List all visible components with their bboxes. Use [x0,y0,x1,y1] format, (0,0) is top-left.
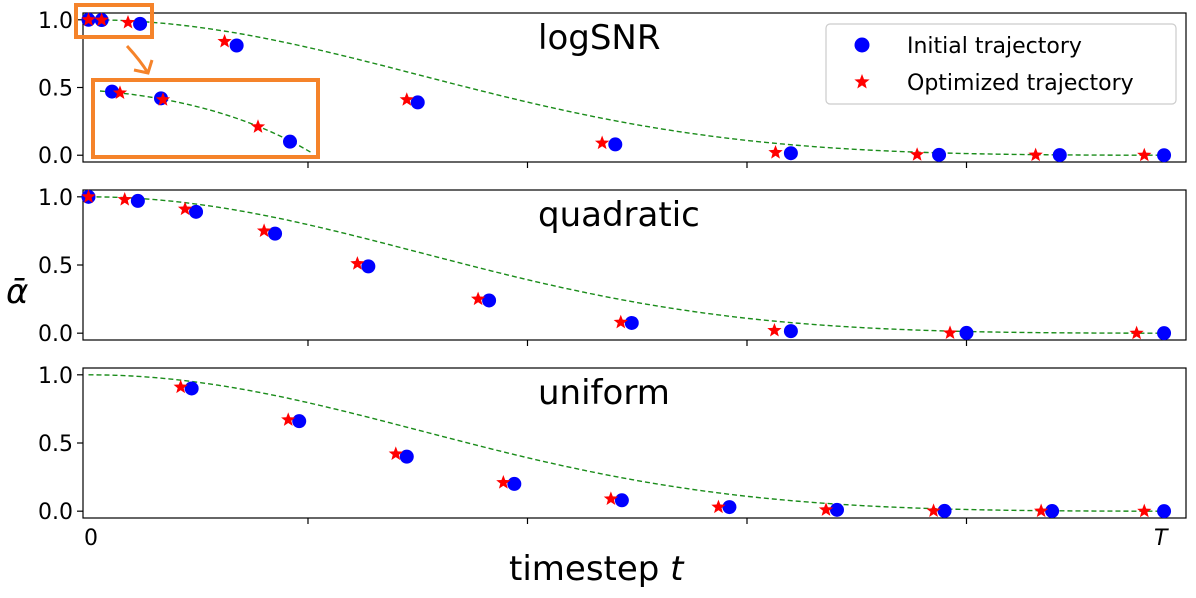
x-axis-label-var: t [670,549,685,589]
initial-point [292,414,307,429]
optimized-point [613,314,628,329]
x-axis-label-text: timestep [509,549,670,589]
initial-point [829,502,844,517]
initial-point [614,493,629,508]
initial-point [189,204,204,219]
optimized-point [117,192,132,206]
inset-optimized-point [112,85,128,99]
x-axis-label: timestep t [509,549,685,589]
inset-initial-point [105,84,119,99]
optimized-point [350,256,365,270]
initial-point [1157,504,1172,519]
y-tick-label: 1.0 [38,9,73,34]
panel-title: quadratic [538,195,700,235]
optimized-point [217,33,232,48]
zoom-arrow [125,44,154,75]
inset-optimized-point [155,92,171,106]
initial-point [399,449,414,464]
initial-point [507,476,522,491]
optimized-point [177,201,193,216]
optimized-point [942,325,958,339]
optimized-point [603,491,619,505]
y-tick-label: 0.5 [38,254,73,279]
optimized-point [1137,503,1152,518]
zoom-inset-box [91,78,320,159]
y-tick-label: 0.5 [38,432,73,457]
x-tick-label-zero: 0 [84,526,98,551]
legend-marker-optimized [854,74,870,89]
x-tick-label-T: T [1154,526,1169,551]
optimized-point [711,499,726,514]
optimized-point [818,502,834,516]
panels: 0.0 0.5 1.0 logSNR 0.0 0.5 1.0 quadratic 0.0 0.5 1… [38,3,1187,525]
initial-point [133,16,148,31]
inset-optimized-point [250,119,266,133]
y-tick-label: 0.0 [38,500,73,525]
y-tick-label: 1.0 [38,364,73,389]
schedule-curve [88,374,1165,512]
optimized-point [281,412,296,426]
optimized-point [768,145,783,159]
optimized-point [926,503,941,517]
initial-point [624,315,639,330]
y-tick-label: 0.0 [38,322,73,347]
initial-point [722,500,737,515]
legend-frame [825,23,1177,105]
zoom-source-box [74,3,154,39]
initial-point [932,147,947,162]
initial-point [783,146,798,161]
inset-initial-point [283,134,297,149]
initial-point [268,226,283,241]
optimized-point [399,92,414,106]
initial-point [1157,326,1172,341]
panel-uniform: 0.0 0.5 1.0 uniform [38,364,1187,525]
initial-point [608,137,623,152]
initial-point [482,293,497,308]
initial-point [361,259,376,274]
schedule-curve [88,196,1165,334]
y-tick-label: 0.5 [38,77,73,102]
initial-point [1045,504,1060,519]
optimized-point [767,322,782,337]
initial-point [1157,148,1172,163]
initial-point [783,324,798,339]
panel-logSNR: 0.0 0.5 1.0 logSNR [38,3,1187,169]
initial-point [130,193,145,208]
initial-point [229,38,244,53]
legend-label-optimized: Optimized trajectory [907,71,1134,96]
optimized-point [81,12,96,26]
star-icon [854,74,870,89]
optimized-point [1129,325,1144,340]
y-tick-label: 0.0 [38,144,73,169]
initial-point [184,381,199,396]
schedule-curve [88,19,1165,156]
y-axis-label: ᾱ [6,272,28,312]
panel-quadratic: 0.0 0.5 1.0 quadratic [38,186,1187,347]
legend-label-initial: Initial trajectory [907,34,1082,59]
optimized-point [470,291,486,306]
optimized-point [1028,147,1043,162]
legend: Initial trajectory Optimized trajectory [825,23,1177,105]
optimized-point [1034,503,1049,518]
optimized-point [496,475,511,489]
initial-point [959,325,974,340]
panel-title: uniform [538,373,670,413]
panel-title: logSNR [538,18,660,58]
initial-point [410,95,425,110]
zoom-inset-curve [99,90,313,154]
initial-point [937,503,952,518]
optimized-point [94,12,109,27]
initial-point [1052,148,1067,163]
optimized-point [909,147,925,161]
optimized-point [173,379,188,394]
legend-marker-initial [854,37,870,53]
optimized-point [120,14,136,29]
y-tick-label: 1.0 [38,186,73,211]
optimized-point [594,135,610,150]
optimized-point [81,189,96,203]
optimized-point [256,223,272,237]
optimized-point [388,446,403,460]
optimized-point [1137,147,1152,162]
